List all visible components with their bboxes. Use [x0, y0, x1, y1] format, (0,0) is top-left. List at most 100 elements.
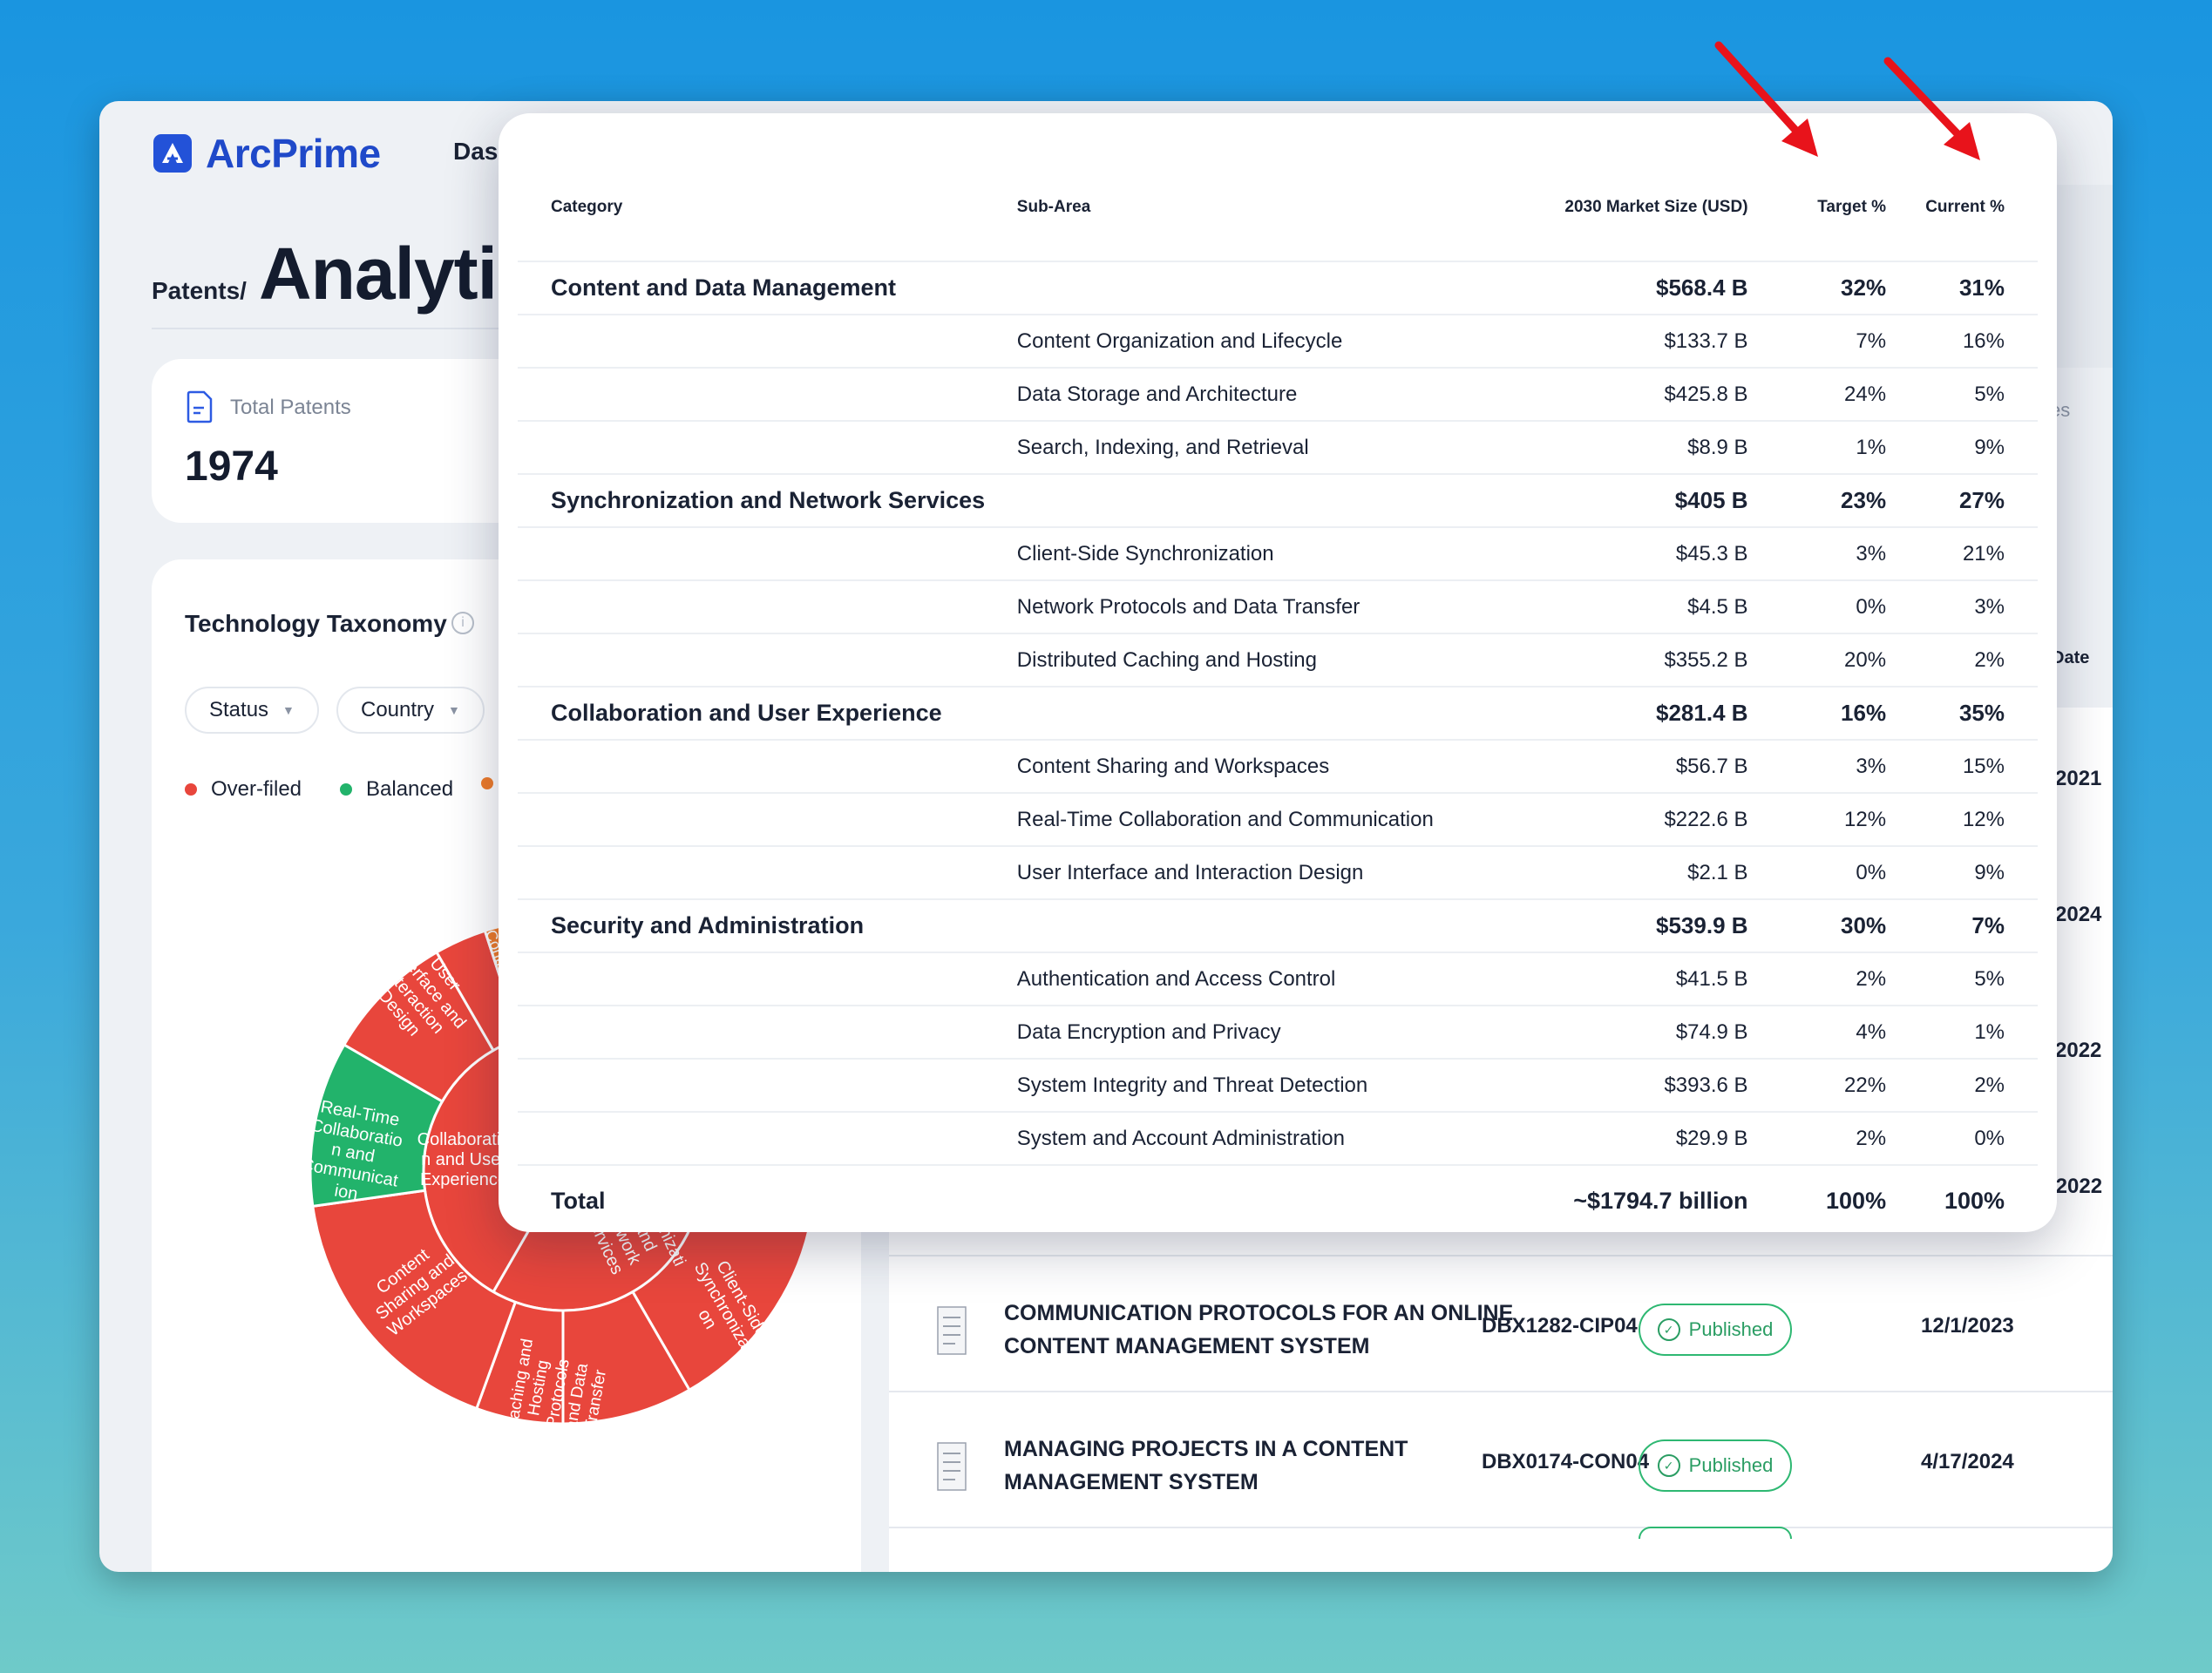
category-cell [518, 1059, 1017, 1113]
sub-area-column-header[interactable]: Sub-Area [1016, 153, 1481, 262]
category-cell [518, 1006, 1017, 1060]
status-badge: ✓ Published [1639, 1439, 1792, 1492]
patent-id: DBX1282-CIP04 [1482, 1314, 1638, 1338]
target-percent-cell: 7% [1747, 315, 1887, 369]
status-filter-dropdown[interactable]: Status ▼ [185, 687, 319, 734]
category-cell [518, 580, 1017, 634]
category-row[interactable]: Security and Administration $539.9 B 30% 7% [518, 899, 2038, 953]
sub-area-row[interactable]: Real-Time Collaboration and Communicatio… [518, 793, 2038, 847]
sub-area-cell [1016, 899, 1481, 953]
current-percent-cell: 1% [1886, 1006, 2038, 1060]
current-percent-cell: 7% [1886, 899, 2038, 953]
category-cell [518, 633, 1017, 687]
logo-text[interactable]: ArcPrime [206, 131, 381, 176]
market-size-cell: $222.6 B [1480, 793, 1748, 847]
status-badge: ✓ Published [1639, 1304, 1792, 1356]
table-row[interactable]: COMMUNICATION PROTOCOLS FOR AN ONLINE CO… [889, 1255, 2113, 1392]
category-cell [518, 740, 1017, 794]
sunburst-segment-sharing[interactable] [311, 1189, 518, 1411]
sub-area-row[interactable]: Client-Side Synchronization $45.3 B 3% 21% [518, 527, 2038, 581]
target-percent-cell: 2% [1747, 1112, 1887, 1166]
sub-area-row[interactable]: User Interface and Interaction Design $2.… [518, 846, 2038, 900]
market-size-cell: $41.5 B [1480, 952, 1748, 1006]
target-percent-cell: 12% [1747, 793, 1887, 847]
sub-area-row[interactable]: Search, Indexing, and Retrieval $8.9 B 1% 9… [518, 421, 2038, 475]
current-percent-cell: 3% [1886, 580, 2038, 634]
category-row[interactable]: Collaboration and User Experience $281.4 … [518, 687, 2038, 741]
legend-dot-green [340, 783, 352, 796]
sunburst-label-collab: Collaboratio n and User Experience [417, 1130, 511, 1189]
target-percent-cell: 1% [1747, 421, 1887, 475]
category-cell: Content and Data Management [518, 261, 1017, 315]
patent-title[interactable]: MANAGING PROJECTS IN A CONTENT MANAGEMEN… [1004, 1437, 1408, 1494]
category-cell: Security and Administration [518, 899, 1017, 953]
info-icon[interactable]: i [451, 612, 474, 634]
sub-area-row[interactable]: Data Encryption and Privacy $74.9 B 4% 1% [518, 1006, 2038, 1060]
sub-area-row[interactable]: Authentication and Access Control $41.5 B… [518, 952, 2038, 1006]
total-label-cell: Total [551, 1188, 606, 1214]
legend-under-filed [481, 777, 507, 789]
sub-area-cell: Content Sharing and Workspaces [1016, 740, 1481, 794]
sub-area-cell: Data Storage and Architecture [1016, 368, 1481, 422]
sunburst-label-protocols: Protocolsand DataTransfer [543, 1358, 610, 1435]
category-row[interactable]: Content and Data Management $568.4 B 32% 31… [518, 261, 2038, 315]
sub-area-row[interactable]: Content Organization and Lifecycle $133.7… [518, 315, 2038, 369]
legend-label: Balanced [366, 777, 454, 801]
row-date-fragment: 2024 [2055, 903, 2102, 926]
sub-area-cell: Authentication and Access Control [1016, 952, 1481, 1006]
status-label: Published [1688, 1454, 1774, 1476]
top-bar: ArcPrime [99, 101, 2113, 206]
patent-id: DBX0174-CON04 [1482, 1450, 1650, 1473]
document-icon [187, 390, 213, 423]
country-filter-dropdown[interactable]: Country ▼ [336, 687, 485, 734]
arcprime-logo-icon[interactable] [153, 134, 192, 173]
category-cell [518, 793, 1017, 847]
current-percent-cell: 9% [1886, 846, 2038, 900]
target-percent-column-header[interactable]: Target % [1747, 153, 1887, 262]
category-cell: Synchronization and Network Services [518, 474, 1017, 528]
current-percent-cell: 21% [1886, 527, 2038, 581]
sub-area-cell: Client-Side Synchronization [1016, 527, 1481, 581]
legend-label: Over-filed [211, 777, 302, 801]
sub-area-row[interactable]: Data Storage and Architecture $425.8 B 24%… [518, 368, 2038, 422]
table-row[interactable] [889, 1527, 2113, 1572]
category-cell [518, 527, 1017, 581]
breadcrumb-patents-link[interactable]: Patents/ [152, 277, 247, 304]
category-row[interactable]: Synchronization and Network Services $405… [518, 474, 2038, 528]
category-cell [518, 315, 1017, 369]
target-percent-cell: 32% [1747, 261, 1887, 315]
sub-area-row[interactable]: System and Account Administration $29.9 B… [518, 1112, 2038, 1166]
sub-area-cell: Network Protocols and Data Transfer [1016, 580, 1481, 634]
current-percent-cell: 2% [1886, 633, 2038, 687]
target-percent-cell: 3% [1747, 527, 1887, 581]
category-column-header[interactable]: Category [518, 153, 1017, 262]
page-title: Analyti [258, 233, 498, 315]
sub-area-cell: User Interface and Interaction Design [1016, 846, 1481, 900]
market-size-table: Category Sub-Area 2030 Market Size (USD)… [518, 153, 2038, 1236]
target-percent-cell: 23% [1747, 474, 1887, 528]
target-percent-cell: 4% [1747, 1006, 1887, 1060]
patent-thumbnail-icon [937, 1306, 967, 1355]
check-circle-icon: ✓ [1657, 1454, 1680, 1477]
category-cell: Collaboration and User Experience [518, 687, 1017, 741]
total-empty-cell [1017, 1165, 1481, 1236]
current-percent-column-header[interactable]: Current % [1886, 153, 2038, 262]
category-cell [518, 368, 1017, 422]
chevron-down-icon: ▼ [282, 703, 295, 717]
sub-area-row[interactable]: Network Protocols and Data Transfer $4.5 … [518, 580, 2038, 634]
market-size-cell: $45.3 B [1480, 527, 1748, 581]
market-size-cell: $568.4 B [1480, 261, 1748, 315]
table-row[interactable]: MANAGING PROJECTS IN A CONTENT MANAGEMEN… [889, 1391, 2113, 1528]
target-percent-cell: 16% [1747, 687, 1887, 741]
sub-area-row[interactable]: System Integrity and Threat Detection $39… [518, 1059, 2038, 1113]
current-percent-cell: 16% [1886, 315, 2038, 369]
patent-title[interactable]: COMMUNICATION PROTOCOLS FOR AN ONLINE CO… [1004, 1301, 1514, 1358]
legend-over-filed: Over-filed [185, 777, 302, 802]
market-size-column-header[interactable]: 2030 Market Size (USD) [1480, 153, 1748, 262]
category-cell [518, 952, 1017, 1006]
nav-dashboard-link[interactable]: Dasl [453, 138, 506, 165]
row-date-fragment: /2022 [2050, 1175, 2103, 1198]
sub-area-row[interactable]: Content Sharing and Workspaces $56.7 B 3% 1… [518, 740, 2038, 794]
sub-area-cell: Distributed Caching and Hosting [1016, 633, 1481, 687]
